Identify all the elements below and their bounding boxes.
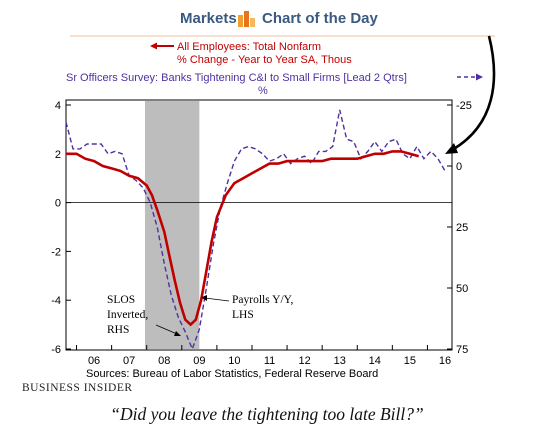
annotation-payrolls-line-2: LHS (232, 309, 254, 321)
annotation-slos-line-2: Inverted, (107, 309, 148, 321)
legend-slos-units: % (258, 85, 268, 97)
annotation-slos-line-3: RHS (107, 324, 129, 336)
annotation-slos-line-1: SLOS (107, 294, 135, 306)
x-tick-label: 09 (193, 355, 205, 367)
right-tick-label: 75 (456, 344, 468, 356)
annotation-payrolls-line-1: Payrolls Y/Y, (232, 294, 293, 306)
business-insider-logo: Business Insider (22, 382, 133, 394)
annotation-payrolls: Payrolls Y/Y, LHS (201, 294, 293, 321)
legend-payrolls-title: All Employees: Total Nonfarm (177, 41, 321, 53)
caption: “Did you leave the tightening too late B… (110, 404, 424, 424)
x-tick-label: 15 (404, 355, 416, 367)
curved-arrow-icon (445, 35, 496, 154)
chart-source: Sources: Bureau of Labor Statistics, Fed… (86, 368, 378, 380)
x-tick-label: 10 (228, 355, 240, 367)
left-tick-label: 0 (55, 198, 61, 210)
left-tick-label: 2 (55, 149, 61, 161)
brand-markets: Markets (180, 10, 237, 27)
page-header: Markets Chart of the Day (0, 0, 534, 38)
right-tick-label: 0 (456, 161, 462, 173)
x-tick-label: 12 (298, 355, 310, 367)
left-tick-label: 4 (55, 100, 61, 112)
left-tick-label: -4 (51, 295, 61, 307)
legend: All Employees: Total Nonfarm % Change - … (66, 41, 483, 97)
left-tick-label: -6 (51, 344, 61, 356)
right-tick-label: 25 (456, 222, 468, 234)
x-tick-label: 07 (123, 355, 135, 367)
recession-band (144, 101, 200, 349)
annotation-payrolls-pointer (204, 297, 230, 302)
brand-chart-of-the-day: Chart of the Day (262, 10, 378, 27)
x-tick-label: 13 (334, 355, 346, 367)
legend-payrolls-units: % Change - Year to Year SA, Thous (177, 54, 352, 66)
legend-arrow-right-icon (457, 73, 483, 81)
left-tick-label: -2 (51, 246, 61, 258)
left-axis: 4 2 0 -2 -4 -6 (51, 100, 71, 356)
annotation-payrolls-arrowhead (201, 295, 207, 301)
bar-chart-icon (238, 11, 255, 27)
annotation-slos-pointer (155, 324, 178, 335)
plot-frame (65, 99, 453, 351)
series-line-payrolls (66, 150, 420, 327)
legend-slos-title: Sr Officers Survey: Banks Tightening C&I… (66, 72, 407, 84)
right-tick-label: -25 (456, 100, 472, 112)
x-axis: 06 07 08 09 10 11 12 13 14 15 16 (76, 345, 451, 367)
right-tick-label: 50 (456, 283, 468, 295)
annotation-slos: SLOS Inverted, RHS (107, 294, 181, 336)
annotation-slos-arrowhead (174, 331, 181, 336)
x-tick-label: 06 (88, 355, 100, 367)
right-axis: -25 0 25 50 75 (447, 100, 472, 356)
x-tick-label: 14 (369, 355, 381, 367)
x-tick-label: 08 (158, 355, 170, 367)
x-tick-label: 16 (439, 355, 451, 367)
x-tick-label: 11 (264, 355, 275, 367)
legend-arrow-left-icon (150, 42, 174, 50)
